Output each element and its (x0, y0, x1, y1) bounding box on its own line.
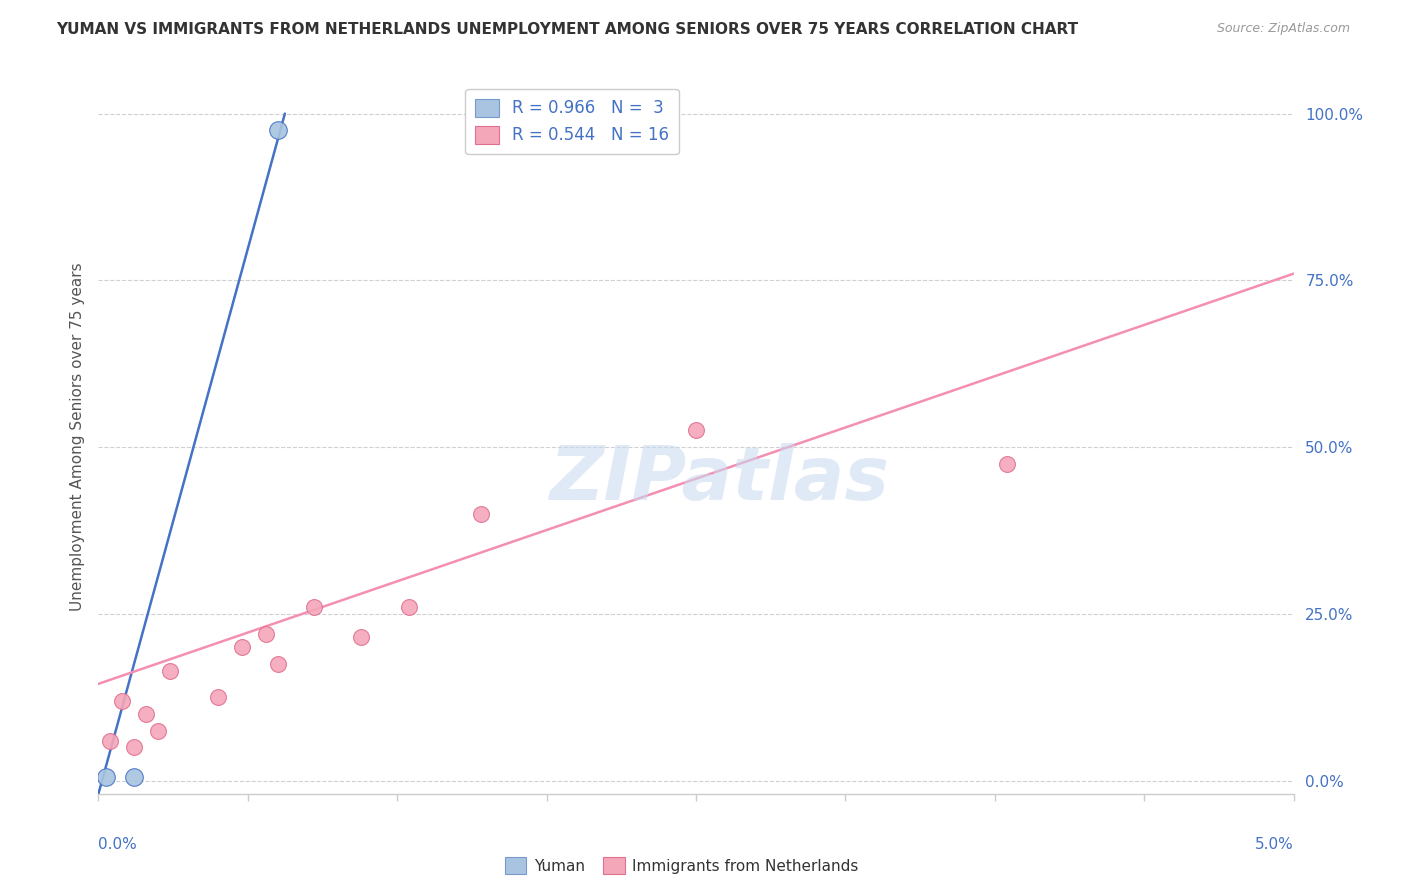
Text: ZIPatlas: ZIPatlas (550, 443, 890, 516)
Point (94, 770, 117, 784)
Point (100, 733, 122, 747)
Point (685, 424, 707, 438)
Point (111, 693, 134, 707)
Legend: Yuman, Immigrants from Netherlands: Yuman, Immigrants from Netherlands (499, 851, 865, 880)
Point (267, 123, 290, 137)
Point (254, 627, 277, 641)
Point (124, 740, 146, 755)
Point (470, 507, 492, 521)
Point (124, 770, 146, 784)
Point (148, 723, 170, 738)
Point (159, 664, 181, 678)
Point (350, 630, 373, 644)
Legend: R = 0.966   N =  3, R = 0.544   N = 16: R = 0.966 N = 3, R = 0.544 N = 16 (465, 88, 679, 154)
Point (995, 457, 1018, 471)
Text: Source: ZipAtlas.com: Source: ZipAtlas.com (1216, 22, 1350, 36)
Point (267, 657, 290, 671)
Y-axis label: Unemployment Among Seniors over 75 years: Unemployment Among Seniors over 75 years (69, 263, 84, 611)
Point (398, 600, 420, 615)
Point (135, 706, 157, 721)
Text: 0.0%: 0.0% (98, 837, 138, 852)
Point (231, 640, 253, 655)
Point (207, 690, 229, 705)
Point (302, 600, 325, 615)
Text: 5.0%: 5.0% (1254, 837, 1294, 852)
Text: YUMAN VS IMMIGRANTS FROM NETHERLANDS UNEMPLOYMENT AMONG SENIORS OVER 75 YEARS CO: YUMAN VS IMMIGRANTS FROM NETHERLANDS UNE… (56, 22, 1078, 37)
